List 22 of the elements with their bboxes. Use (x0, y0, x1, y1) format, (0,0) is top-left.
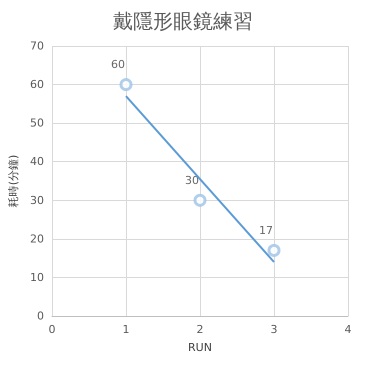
data-label: 17 (259, 224, 273, 237)
data-label: 60 (111, 58, 125, 72)
chart-title: 戴隱形眼鏡練習 (113, 9, 253, 33)
x-tick-label: 4 (344, 323, 352, 336)
y-axis-title: 耗時(分鐘) (7, 154, 20, 208)
y-tick-label: 50 (30, 116, 44, 130)
x-tick-label: 2 (196, 323, 204, 336)
point (194, 194, 206, 207)
point (268, 244, 280, 257)
x-tick-label: 1 (122, 323, 130, 336)
y-tick-label: 70 (30, 40, 44, 52)
x-axis-title: RUN (188, 341, 212, 354)
y-tick-label: 30 (30, 194, 44, 207)
data-label: 30 (185, 174, 199, 187)
x-tick-label: 3 (270, 323, 278, 336)
y-tick-label: 20 (30, 232, 44, 246)
point (120, 78, 132, 92)
x-tick-label: 0 (48, 323, 56, 336)
y-tick-label: 60 (30, 78, 44, 92)
y-tick-label: 10 (30, 270, 44, 284)
y-tick-label: 0 (37, 310, 44, 322)
y-tick-label: 40 (30, 155, 44, 168)
